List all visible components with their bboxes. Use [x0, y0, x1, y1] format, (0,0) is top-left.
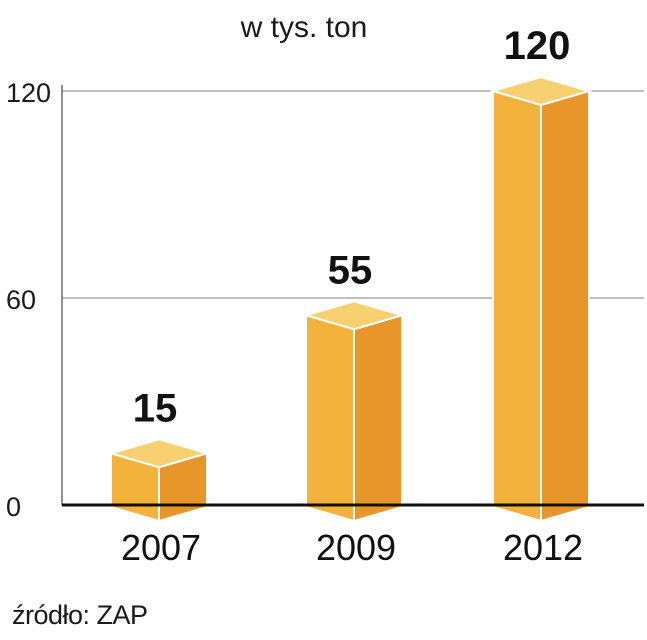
- bar-value-label: 120: [504, 24, 571, 68]
- bars: 15 55 120: [107, 24, 593, 523]
- y-axis-ticks: 0 60 120: [6, 78, 51, 522]
- x-tick-label: 2009: [316, 527, 396, 568]
- y-tick-label: 120: [6, 78, 51, 108]
- bar-front-face: [492, 89, 542, 523]
- y-tick-label: 0: [6, 492, 21, 522]
- x-tick-label: 2007: [121, 527, 201, 568]
- chart-title: w tys. ton: [240, 11, 368, 44]
- bar-chart: w tys. ton 0 60 120 15 55 120 2007 2009 2012: [6, 11, 644, 568]
- bar-top-face: [107, 438, 211, 469]
- bar-side-face: [353, 313, 403, 523]
- y-tick-label: 60: [6, 285, 36, 315]
- bar-2009: 55: [302, 248, 406, 523]
- bar-front-face: [305, 313, 355, 523]
- bar-top-face: [302, 300, 406, 331]
- source-note: źródło: ZAP: [12, 600, 148, 630]
- bar-top-face: [489, 75, 593, 107]
- bar-value-label: 15: [133, 386, 178, 430]
- bar-2007: 15: [107, 386, 211, 523]
- bar-2012: 120: [489, 24, 593, 523]
- x-tick-label: 2012: [503, 527, 583, 568]
- x-axis-labels: 2007 2009 2012: [121, 527, 583, 568]
- bar-side-face: [540, 89, 590, 523]
- bar-value-label: 55: [328, 248, 373, 292]
